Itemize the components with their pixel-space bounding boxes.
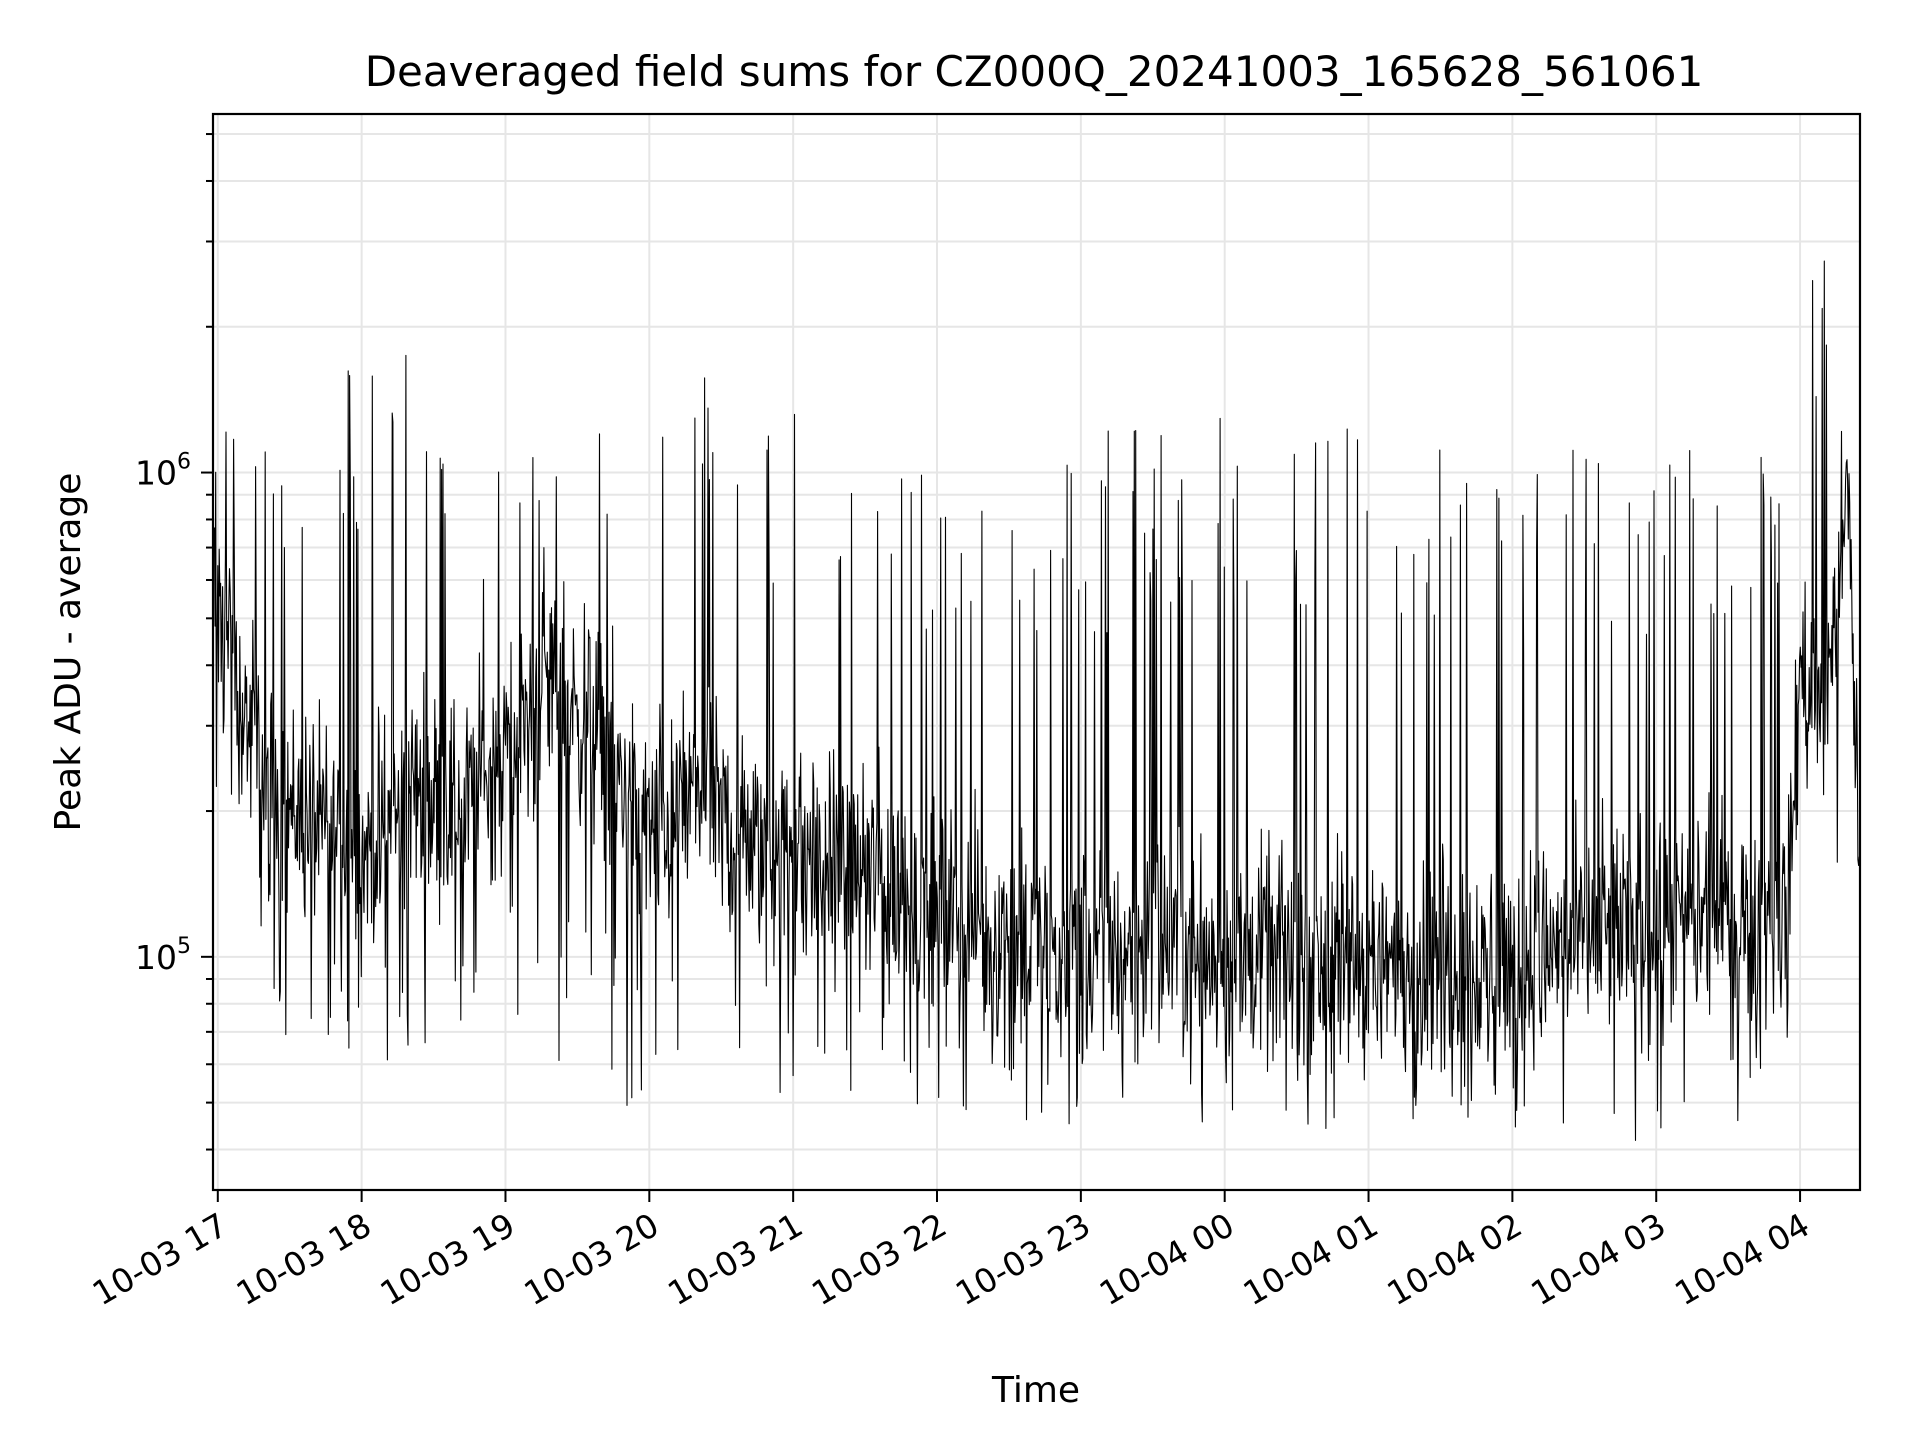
- chart-title: Deaveraged field sums for CZ000Q_2024100…: [365, 47, 1704, 96]
- x-axis-label: Time: [991, 1370, 1080, 1411]
- y-axis-ticks: [201, 133, 213, 1151]
- y-tick-label: 106: [135, 450, 191, 493]
- x-axis-ticks: [216, 1190, 1802, 1202]
- y-tick-label: 105: [135, 934, 191, 977]
- y-axis-label: Peak ADU - average: [48, 473, 89, 832]
- y-axis-tick-labels: 105 106: [135, 450, 191, 977]
- plot-area: [212, 260, 1861, 1141]
- series-line: [212, 260, 1861, 1141]
- plot-frame: [211, 112, 1862, 1192]
